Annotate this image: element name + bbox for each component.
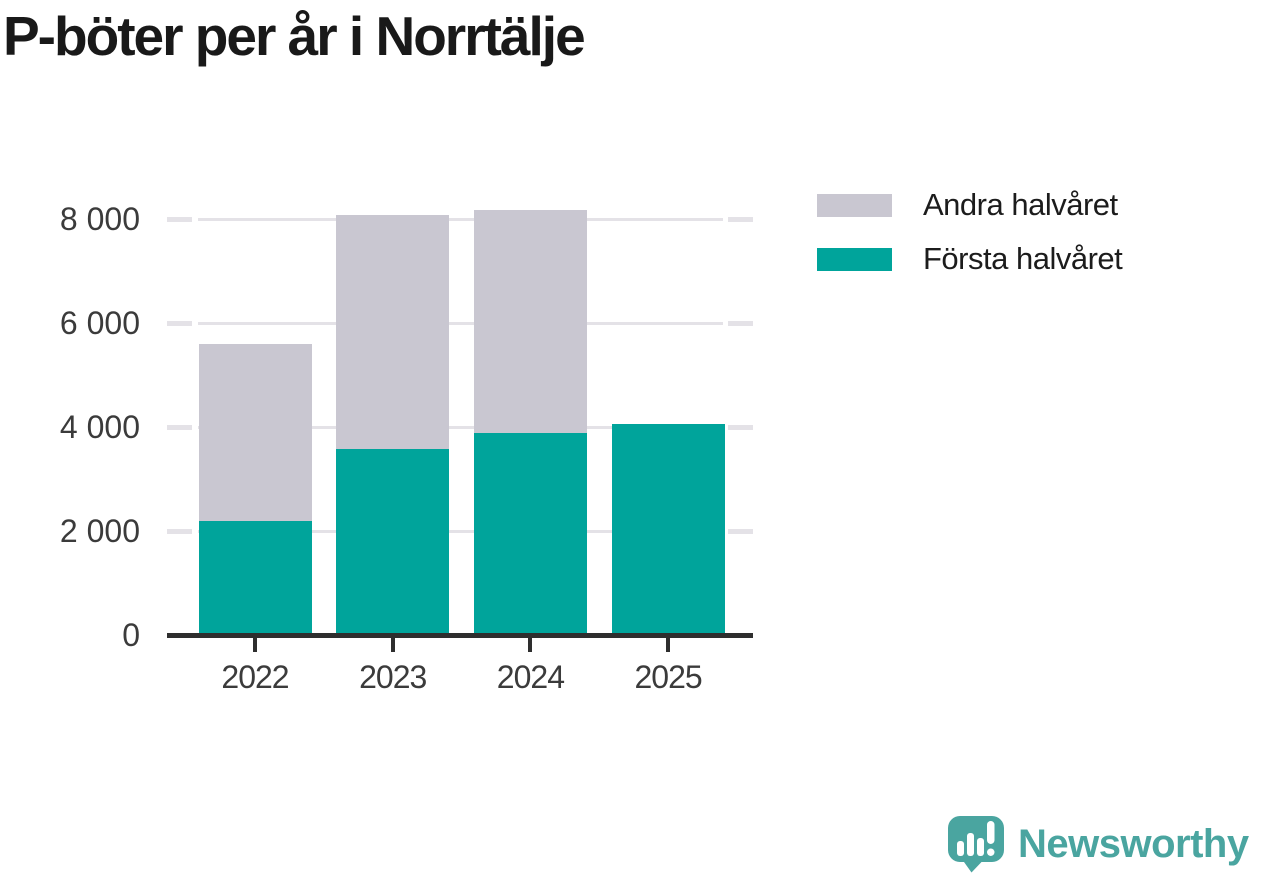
bar-segment-2022-andra (198, 344, 312, 521)
newsworthy-logo: Newsworthy (946, 815, 1249, 873)
y-tick-left (167, 321, 192, 326)
gridline (198, 530, 723, 533)
bar-segment-2023-andra (336, 214, 450, 450)
x-axis-tick (253, 638, 257, 652)
x-tick-label: 2025 (634, 659, 703, 695)
gridline (198, 322, 723, 325)
bar-segment-2023-första (336, 449, 450, 633)
newsworthy-logo-text: Newsworthy (1018, 821, 1249, 866)
legend-swatch-forsta (817, 247, 892, 271)
x-tick-label: 2023 (359, 659, 427, 695)
gridline (198, 218, 723, 221)
legend-item-forsta-halvaret: Första halvåret (817, 241, 1123, 276)
y-tick-label: 2 000 (59, 513, 140, 549)
y-tick-left (167, 217, 192, 222)
legend: Andra halvåret Första halvåret (817, 187, 1123, 276)
x-tick-label: 2022 (221, 659, 289, 695)
bar-segment-2024-första (473, 433, 587, 633)
y-tick-left (167, 529, 192, 534)
x-axis-tick (528, 638, 533, 652)
y-tick-right (728, 425, 753, 430)
y-tick-right (728, 217, 753, 222)
y-tick-label: 0 (122, 617, 140, 653)
y-tick-label: 8 000 (59, 201, 140, 237)
x-tick-label: 2024 (496, 659, 565, 695)
x-axis-tick (666, 638, 671, 652)
y-tick-right (728, 529, 753, 534)
legend-label-andra: Andra halvåret (923, 187, 1118, 222)
legend-item-andra-halvaret: Andra halvåret (817, 187, 1122, 222)
x-axis-tick (390, 638, 395, 652)
bar-segment-2025-första (611, 423, 725, 633)
y-tick-label: 6 000 (59, 305, 140, 341)
y-tick-label: 4 000 (59, 409, 140, 445)
newsworthy-speech-bubble-bar-chart-icon (948, 816, 1004, 873)
bar-segment-2022-första (198, 520, 312, 633)
gridline (198, 426, 723, 429)
legend-label-forsta: Första halvåret (923, 241, 1123, 276)
legend-swatch-andra (817, 193, 892, 217)
y-tick-left (167, 425, 192, 430)
bar-segment-2024-andra (473, 209, 587, 434)
chart-title: P-böter per år i Norrtälje (3, 5, 586, 67)
x-axis-line (167, 633, 753, 638)
y-tick-right (728, 321, 753, 326)
